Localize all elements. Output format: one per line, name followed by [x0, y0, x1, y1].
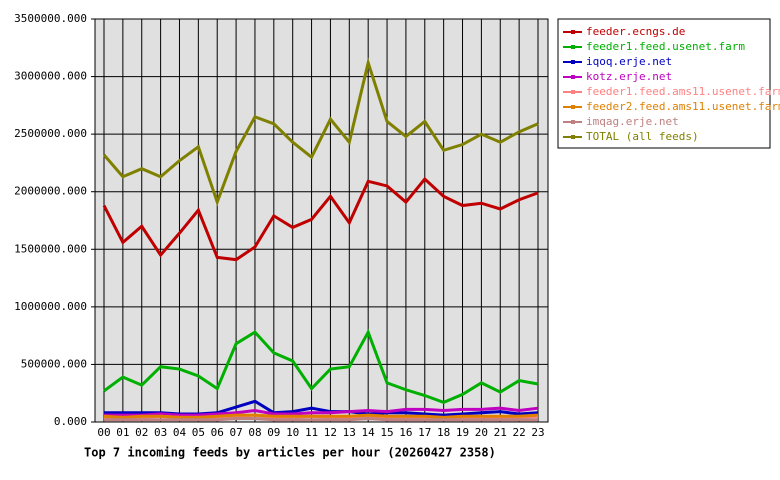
- x-tick-label: 12: [324, 426, 337, 439]
- legend-label: feeder1.feed.usenet.farm: [586, 40, 745, 53]
- x-tick-label: 20: [475, 426, 488, 439]
- legend-label: feeder.ecngs.de: [586, 25, 685, 38]
- x-tick-label: 11: [305, 426, 318, 439]
- x-tick-label: 17: [418, 426, 431, 439]
- x-tick-label: 15: [380, 426, 393, 439]
- x-tick-label: 00: [97, 426, 110, 439]
- x-tick-label: 04: [173, 426, 187, 439]
- legend-box: [557, 18, 771, 149]
- y-tick-label: 3500000.000: [14, 12, 87, 25]
- x-tick-label: 10: [286, 426, 299, 439]
- legend-label: TOTAL (all feeds): [586, 130, 699, 143]
- x-tick-label: 22: [513, 426, 526, 439]
- x-tick-label: 07: [229, 426, 242, 439]
- legend-label: feeder2.feed.ams11.usenet.farm: [586, 100, 780, 113]
- legend-label: iqoq.erje.net: [586, 55, 672, 68]
- y-tick-label: 500000.000: [21, 357, 87, 370]
- series-line: [102, 176, 539, 262]
- y-tick-label: 0.000: [54, 415, 87, 428]
- legend-label: kotz.erje.net: [586, 70, 672, 83]
- legend-label: imqag.erje.net: [586, 115, 679, 128]
- x-tick-label: 06: [211, 426, 224, 439]
- legend-marker: [571, 135, 575, 139]
- x-tick-label: 19: [456, 426, 469, 439]
- x-tick-label: 02: [135, 426, 148, 439]
- legend-marker: [571, 75, 575, 79]
- x-tick-label: 08: [248, 426, 261, 439]
- x-tick-label: 23: [531, 426, 544, 439]
- x-tick-label: 18: [437, 426, 450, 439]
- chart-title: Top 7 incoming feeds by articles per hou…: [84, 446, 496, 460]
- y-tick-label: 2500000.000: [14, 127, 87, 140]
- x-tick-label: 13: [343, 426, 356, 439]
- legend-marker: [571, 30, 575, 34]
- plot-area: [94, 18, 549, 423]
- x-tick-label: 16: [399, 426, 412, 439]
- legend-marker: [571, 90, 575, 94]
- y-tick-label: 1000000.000: [14, 300, 87, 313]
- legend-marker: [571, 45, 575, 49]
- x-tick-label: 01: [116, 426, 129, 439]
- legend-label: feeder1.feed.ams11.usenet.farm: [586, 85, 780, 98]
- x-tick-label: 14: [362, 426, 376, 439]
- series-line: [103, 328, 539, 405]
- legend-marker: [571, 60, 575, 64]
- legend-marker: [571, 105, 575, 109]
- series-line: [103, 413, 539, 419]
- y-tick-label: 1500000.000: [14, 242, 87, 255]
- y-tick-label: 3000000.000: [14, 70, 87, 83]
- x-tick-label: 09: [267, 426, 280, 439]
- series-line: [104, 417, 538, 422]
- x-tick-label: 21: [494, 426, 507, 439]
- x-tick-label: 05: [192, 426, 205, 439]
- series-line: [104, 406, 539, 417]
- y-tick-label: 2000000.000: [14, 185, 87, 198]
- legend-marker: [571, 120, 575, 124]
- series-line: [102, 57, 539, 207]
- x-tick-label: 03: [154, 426, 167, 439]
